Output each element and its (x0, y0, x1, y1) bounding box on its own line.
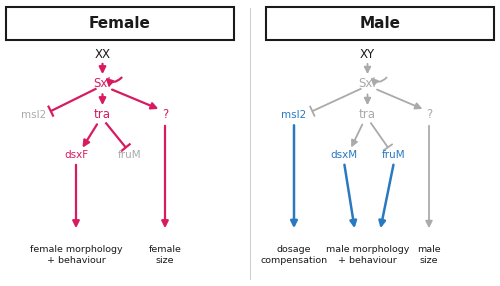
Text: Male: Male (360, 17, 401, 31)
Text: fruM: fruM (382, 150, 406, 160)
FancyBboxPatch shape (6, 7, 234, 40)
Text: dosage
compensation: dosage compensation (260, 245, 328, 265)
Text: male morphology
+ behaviour: male morphology + behaviour (326, 245, 409, 265)
Text: Sxl: Sxl (94, 77, 112, 90)
Text: fruM: fruM (118, 150, 142, 160)
Text: ?: ? (162, 108, 168, 122)
Text: Sxl: Sxl (358, 77, 376, 90)
Text: XX: XX (94, 49, 110, 61)
Text: tra: tra (94, 108, 111, 122)
Text: msl2: msl2 (282, 110, 306, 120)
Text: Female: Female (89, 17, 151, 31)
Text: male
size: male size (417, 245, 441, 265)
Text: dsxF: dsxF (64, 150, 88, 160)
Text: dsxM: dsxM (330, 150, 357, 160)
Text: XY: XY (360, 49, 375, 61)
Text: tra: tra (359, 108, 376, 122)
Text: ?: ? (426, 108, 432, 122)
FancyBboxPatch shape (266, 7, 494, 40)
Text: female
size: female size (148, 245, 182, 265)
Text: female morphology
+ behaviour: female morphology + behaviour (30, 245, 122, 265)
Text: msl2: msl2 (22, 110, 46, 120)
